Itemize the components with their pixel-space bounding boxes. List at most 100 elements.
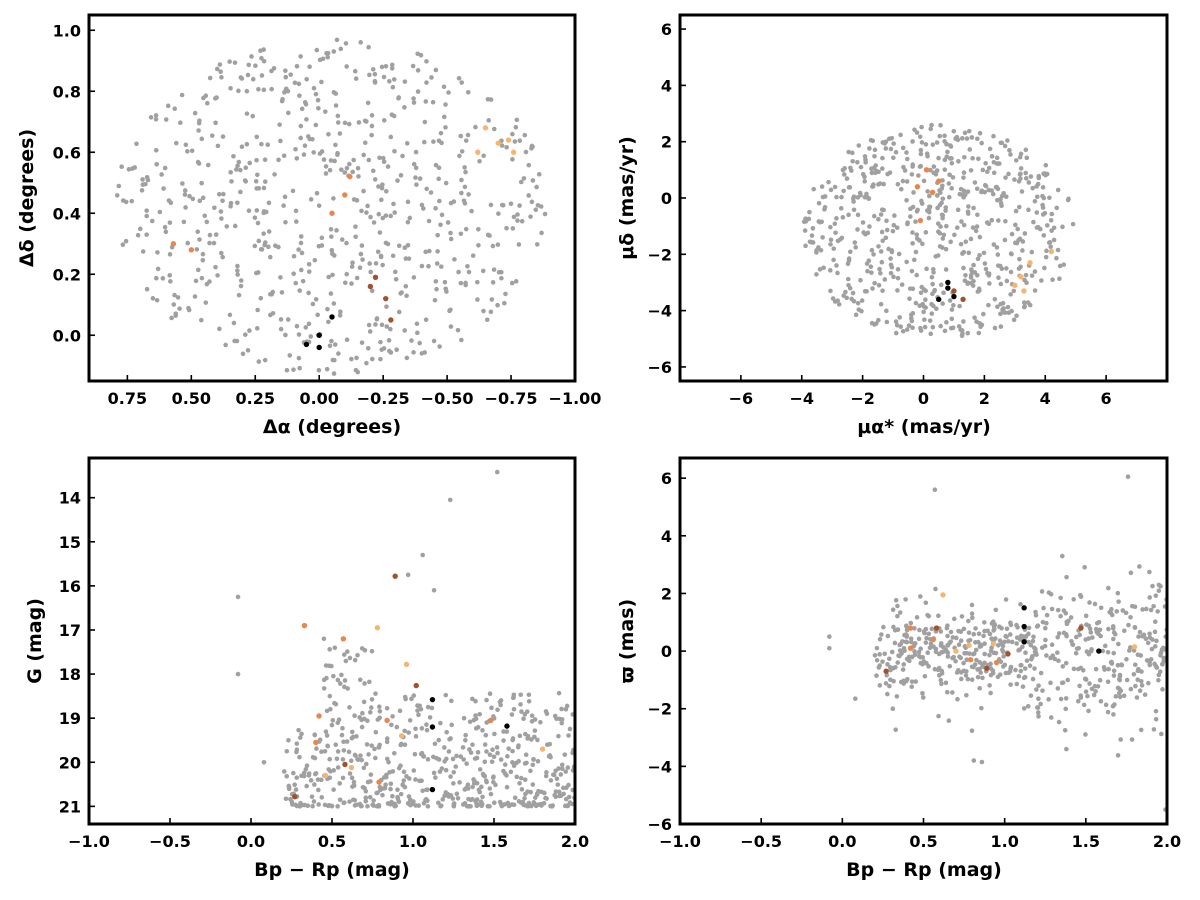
sky-field-star [411,96,416,101]
cmd-field-star [526,692,532,698]
pm-field-star [998,281,1004,287]
pm-field-star [908,316,914,321]
sky-field-star [276,157,281,163]
parallax-member-star-light-orange [940,592,946,598]
parallax-field-star [956,642,962,648]
sky-field-star [374,316,380,322]
pm-field-star [876,283,882,288]
pm-field-star [904,259,909,265]
sky-field-star [308,334,314,339]
pm-field-star [843,289,848,295]
sky-field-star [294,63,300,69]
cmd-field-star [335,765,341,770]
parallax-field-star [1152,619,1158,625]
cmd-field-star [551,772,556,777]
sky-field-star [342,170,348,175]
parallax-field-star [1124,656,1129,662]
parallax-field-star [1126,622,1131,628]
pm-field-star [962,154,967,160]
cmd-field-star [333,742,339,748]
cmd-field-star [335,804,340,809]
sky-field-star [242,178,248,183]
sky-field-star [301,152,307,157]
cmd-field-star [301,773,307,779]
pm-field-star [907,286,913,291]
sky-field-star [299,250,305,256]
sky-field-star [319,79,324,85]
cmd-field-star [534,791,540,796]
cmd-field-star [357,677,363,683]
cmd-field-star [446,749,452,754]
sky-field-star [181,219,187,225]
parallax-field-star [1112,702,1117,707]
sky-field-star [398,173,404,178]
sky-field-star [123,238,129,244]
pm-field-star [876,182,881,187]
sky-field-star [466,269,472,275]
sky-field-star [463,138,469,143]
pm-field-star [1022,304,1028,309]
sky-field-star [503,291,508,297]
parallax-field-star [892,640,898,646]
sky-field-star [282,90,287,95]
sky-y-tick-label: 0.0 [53,326,81,345]
parallax-field-star [969,602,975,608]
sky-field-star [307,64,312,70]
cmd-field-star [359,724,365,730]
parallax-field-star [912,626,917,631]
sky-field-star [332,158,337,164]
sky-field-star [246,62,252,68]
parallax-field-star [993,650,999,656]
sky-field-star [293,146,298,152]
pm-field-star [1032,288,1038,293]
pm-field-star [822,194,828,199]
sky-field-star [533,207,539,213]
pm-field-star [886,246,891,252]
pm-field-star [923,230,929,235]
parallax-y-tick-label: −4 [647,757,672,776]
sky-field-star [390,84,396,90]
pm-y-tick-label: −6 [647,358,672,377]
sky-field-star [195,229,201,235]
cmd-field-star [407,718,413,723]
sky-field-star [144,208,149,213]
sky-field-star [353,367,359,373]
pm-field-star [910,204,916,210]
sky-field-star [358,251,364,257]
sky-field-star [357,265,363,271]
cmd-field-star [294,741,300,746]
pm-field-star [977,130,983,136]
parallax-field-star [1121,693,1127,699]
cmd-field-star [281,769,287,774]
cmd-field-star [535,737,540,743]
pm-field-star [961,222,967,228]
parallax-field-star [1052,656,1058,662]
cmd-field-star [442,745,447,750]
pm-field-star [974,224,980,229]
sky-field-star [239,144,245,150]
pm-field-star [1006,171,1011,177]
cmd-field-star [316,787,321,793]
cmd-field-star [461,715,467,721]
parallax-field-star [1044,653,1049,658]
pm-field-star [890,228,896,234]
parallax-field-star [1136,666,1141,672]
sky-field-star [297,365,302,371]
cmd-field-star [417,703,422,709]
parallax-field-star [877,663,882,668]
parallax-field-star [1077,632,1083,638]
sky-field-star [379,64,385,70]
pm-member-star-black [951,293,957,300]
pm-field-star [889,264,895,270]
cmd-field-star [462,801,468,806]
parallax-field-star [895,660,901,665]
sky-field-star [270,289,276,295]
pm-field-star [891,141,896,146]
cmd-y-tick-label: 21 [59,797,81,816]
cmd-field-star [348,758,354,764]
parallax-field-star [1102,643,1108,649]
pm-field-star [910,139,915,144]
sky-field-star [255,307,260,313]
sky-field-star [326,131,331,137]
sky-field-star [434,286,439,292]
